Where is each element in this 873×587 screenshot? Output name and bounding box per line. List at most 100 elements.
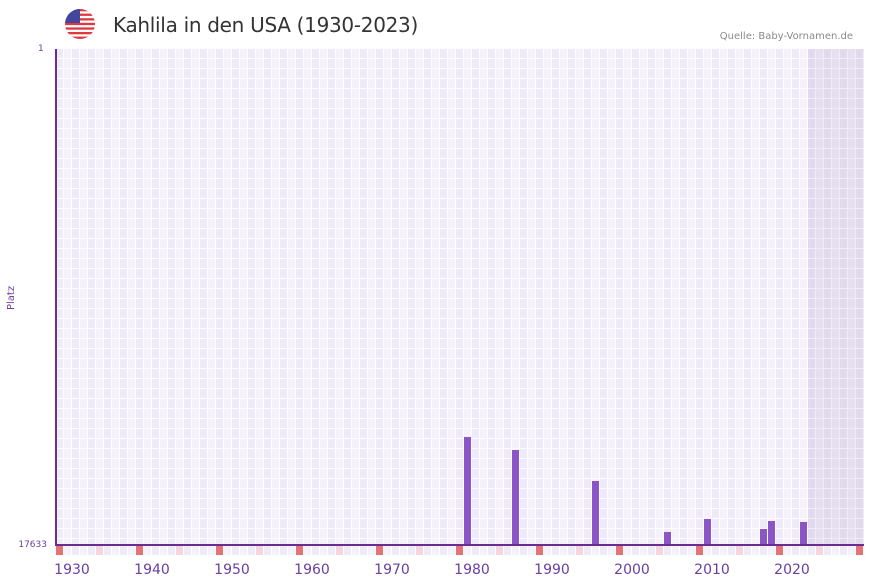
year-marker: [632, 546, 639, 555]
year-marker: [368, 546, 375, 555]
bar-1995[interactable]: [592, 481, 599, 545]
projection-shade: [808, 49, 864, 545]
source-link[interactable]: Quelle: Baby-Vornamen.de: [720, 31, 853, 42]
year-marker: [808, 546, 815, 555]
bar-2016[interactable]: [760, 529, 767, 545]
year-marker: [216, 546, 223, 555]
x-tick-1930: 1930: [54, 562, 90, 578]
year-marker: [312, 546, 319, 555]
year-marker: [280, 546, 287, 555]
year-marker: [600, 546, 607, 555]
chart-title: Kahlila in den USA (1930-2023): [113, 13, 418, 37]
year-marker: [240, 546, 247, 555]
year-marker: [640, 546, 647, 555]
year-marker: [224, 546, 231, 555]
y-axis-bottom-label: 17633: [18, 540, 47, 550]
x-tick-2000: 2000: [614, 562, 650, 578]
year-marker: [344, 546, 351, 555]
year-marker: [784, 546, 791, 555]
year-marker: [752, 546, 759, 555]
y-axis-title: Platz: [6, 286, 17, 310]
year-marker: [680, 546, 687, 555]
year-marker: [120, 546, 127, 555]
year-marker: [184, 546, 191, 555]
year-marker: [408, 546, 415, 555]
year-marker: [64, 546, 71, 555]
year-marker: [232, 546, 239, 555]
year-marker: [320, 546, 327, 555]
year-marker: [728, 546, 735, 555]
year-marker: [176, 546, 183, 555]
year-marker: [712, 546, 719, 555]
year-marker: [336, 546, 343, 555]
year-marker: [552, 546, 559, 555]
year-marker: [608, 546, 615, 555]
year-marker: [816, 546, 823, 555]
year-marker: [616, 546, 623, 555]
year-marker: [288, 546, 295, 555]
year-marker: [648, 546, 655, 555]
year-marker: [200, 546, 207, 555]
y-axis-line: [55, 49, 57, 546]
bar-2009[interactable]: [704, 519, 711, 545]
year-marker: [800, 546, 807, 555]
year-marker: [360, 546, 367, 555]
year-marker: [656, 546, 663, 555]
x-tick-1990: 1990: [534, 562, 570, 578]
year-marker: [512, 546, 519, 555]
year-marker: [464, 546, 471, 555]
year-marker: [160, 546, 167, 555]
year-marker: [248, 546, 255, 555]
year-marker: [104, 546, 111, 555]
year-marker: [480, 546, 487, 555]
year-marker: [664, 546, 671, 555]
year-marker: [824, 546, 831, 555]
year-marker: [584, 546, 591, 555]
year-marker: [432, 546, 439, 555]
bar-1985[interactable]: [512, 450, 519, 545]
year-marker: [736, 546, 743, 555]
year-marker: [112, 546, 119, 555]
y-axis-top-label: 1: [38, 44, 44, 54]
year-marker: [760, 546, 767, 555]
bar-2017[interactable]: [768, 521, 775, 545]
year-marker: [696, 546, 703, 555]
x-tick-1970: 1970: [374, 562, 410, 578]
year-marker: [304, 546, 311, 555]
year-marker: [520, 546, 527, 555]
year-marker: [208, 546, 215, 555]
x-tick-1940: 1940: [134, 562, 170, 578]
year-marker: [768, 546, 775, 555]
x-tick-1960: 1960: [294, 562, 330, 578]
year-marker: [856, 546, 863, 555]
year-marker: [568, 546, 575, 555]
year-marker: [792, 546, 799, 555]
x-tick-1950: 1950: [214, 562, 250, 578]
bar-2021[interactable]: [800, 522, 807, 545]
year-marker: [88, 546, 95, 555]
year-marker: [528, 546, 535, 555]
year-marker: [440, 546, 447, 555]
year-marker: [544, 546, 551, 555]
year-marker: [328, 546, 335, 555]
year-marker: [96, 546, 103, 555]
plot-grid: [56, 49, 864, 545]
year-marker: [128, 546, 135, 555]
year-marker: [56, 546, 63, 555]
year-marker: [704, 546, 711, 555]
year-marker: [264, 546, 271, 555]
year-marker: [168, 546, 175, 555]
year-marker: [384, 546, 391, 555]
year-marker: [776, 546, 783, 555]
year-marker: [192, 546, 199, 555]
bar-1979[interactable]: [464, 437, 471, 545]
year-marker: [144, 546, 151, 555]
year-marker: [672, 546, 679, 555]
year-marker: [136, 546, 143, 555]
us-flag-icon: [65, 9, 95, 39]
year-marker: [472, 546, 479, 555]
year-marker: [560, 546, 567, 555]
year-marker: [536, 546, 543, 555]
year-marker: [256, 546, 263, 555]
year-marker: [592, 546, 599, 555]
